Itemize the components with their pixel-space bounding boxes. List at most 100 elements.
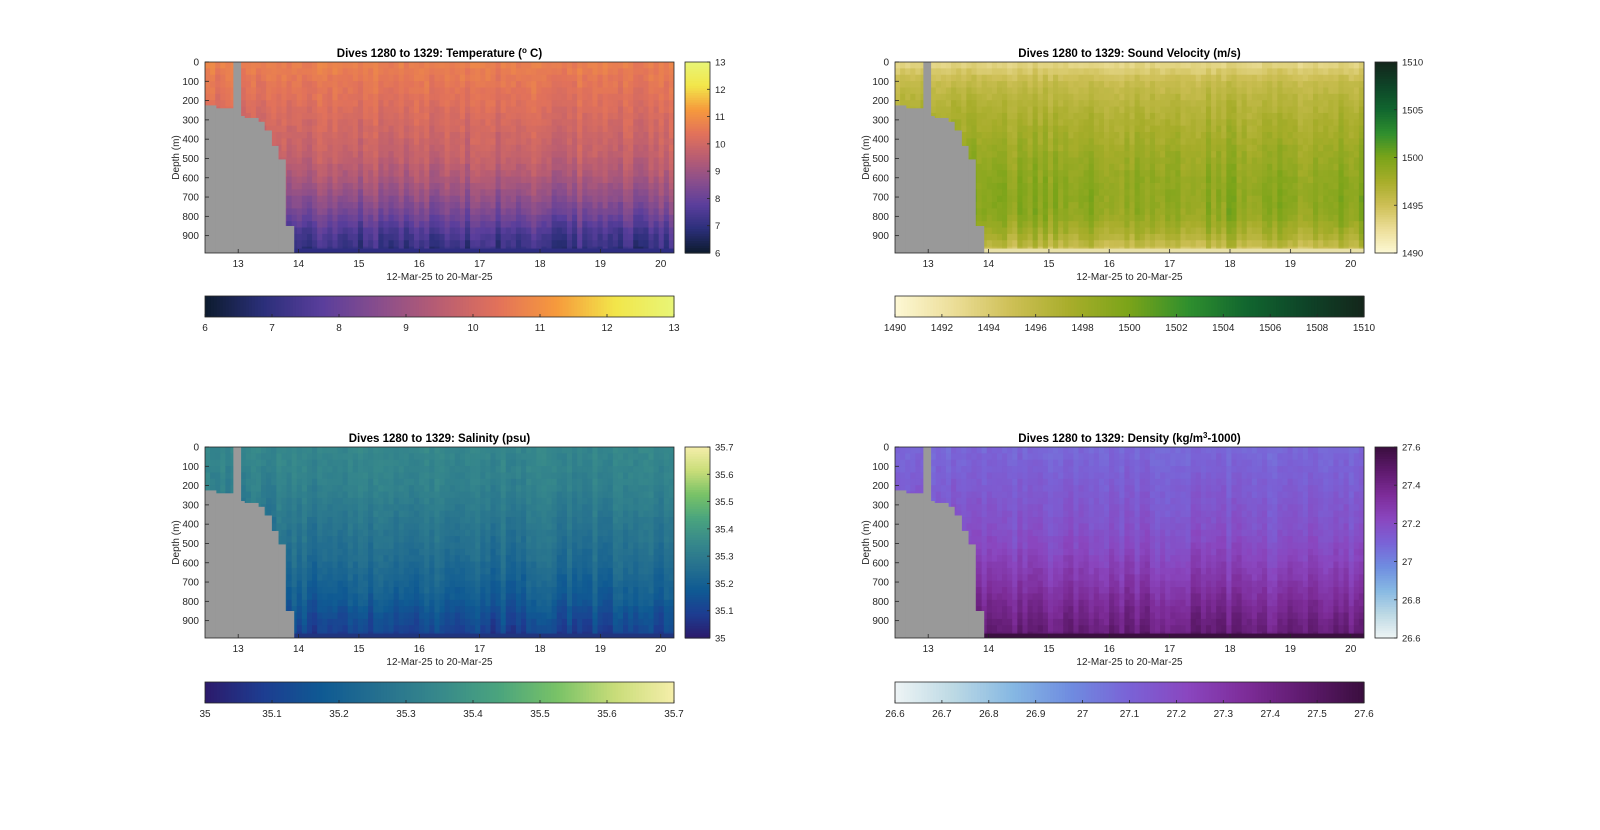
- chart-panel-1: 0 100 200 300 400 500 600 700 800 900 13 14 15 16 17 18…: [171, 46, 726, 335]
- x-tick-label: 15: [353, 259, 365, 270]
- chart-title-tail: C): [527, 48, 543, 60]
- y-tick-label: 0: [883, 443, 889, 454]
- hcolorbar-tick-label: 27: [1077, 709, 1089, 720]
- bottom-band: [983, 248, 1364, 253]
- y-tick-label: 300: [182, 500, 199, 511]
- horizontal-colorbar: 1490 1492 1494 1496 1498 1500 1502 1504 1506 1508…: [884, 295, 1376, 334]
- x-tick-label: 14: [293, 259, 305, 270]
- x-tick-label: 16: [1104, 644, 1116, 655]
- y-tick-label: 100: [182, 77, 199, 88]
- colorbar-tick-label: 1500: [1402, 153, 1423, 164]
- chart-title-text: Dives 1280 to 1329: Density (kg/m: [1018, 433, 1203, 445]
- chart-title-text: Dives 1280 to 1329: Temperature (: [337, 48, 522, 60]
- y-tick-label: 900: [182, 616, 199, 627]
- hcolorbar-tick-label: 27.2: [1167, 709, 1187, 720]
- y-tick-label: 400: [182, 135, 199, 146]
- colorbar-tick-label: 35.5: [715, 497, 734, 508]
- y-tick-label: 800: [872, 212, 889, 223]
- y-tick-label: 800: [182, 212, 199, 223]
- bathymetry-mask: [205, 447, 295, 638]
- bottom-band: [293, 633, 674, 638]
- y-tick-label: 200: [182, 96, 199, 107]
- y-tick-label: 0: [883, 58, 889, 69]
- hcolorbar-tick-label: 35.5: [530, 709, 550, 720]
- x-tick-label: 16: [414, 644, 426, 655]
- y-tick-label: 400: [872, 135, 889, 146]
- y-tick-label: 600: [182, 173, 199, 184]
- y-tick-label: 400: [182, 520, 199, 531]
- y-tick-label: 900: [872, 616, 889, 627]
- y-tick-label: 700: [182, 193, 199, 204]
- hcolorbar-tick-label: 27.6: [1354, 709, 1374, 720]
- bathymetry-mask: [205, 62, 295, 254]
- y-axis-label: Depth (m): [861, 135, 872, 179]
- x-tick-label: 19: [595, 644, 607, 655]
- y-tick-label: 100: [182, 462, 199, 473]
- x-tick-label: 17: [1164, 644, 1176, 655]
- y-axis-label: Depth (m): [171, 135, 182, 179]
- y-tick-label: 300: [872, 115, 889, 126]
- y-tick-label: 500: [182, 539, 199, 550]
- bottom-band: [293, 248, 674, 253]
- colorbar-tick-label: 35.7: [715, 443, 734, 454]
- hcolorbar-tick-label: 1502: [1165, 323, 1188, 334]
- y-tick-label: 0: [193, 58, 199, 69]
- hcolorbar-tick-label: 1496: [1025, 323, 1048, 334]
- bottom-band: [983, 633, 1364, 638]
- hcolorbar-tick-label: 35.3: [396, 709, 416, 720]
- colorbar-tick-label: 35.3: [715, 552, 734, 563]
- chart-title: Dives 1280 to 1329: Temperature (o C): [337, 46, 543, 61]
- y-tick-label: 100: [872, 77, 889, 88]
- colorbar-tick-label: 35.1: [715, 606, 734, 617]
- horizontal-colorbar: 26.6 26.7 26.8 26.9 27 27.1 27.2 27.3 27.4 27.5 27…: [885, 681, 1374, 720]
- hcolorbar-tick-label: 35: [199, 709, 211, 720]
- x-tick-label: 17: [474, 259, 486, 270]
- y-tick-label: 500: [182, 154, 199, 165]
- hcolorbar-tick-label: 10: [467, 323, 479, 334]
- y-tick-label: 600: [182, 558, 199, 569]
- colorbar-tick-label: 8: [715, 194, 720, 205]
- colorbar-tick-label: 26.8: [1402, 595, 1421, 606]
- y-tick-label: 300: [182, 115, 199, 126]
- chart-title-text: Dives 1280 to 1329: Sound Velocity (m/s): [1018, 48, 1241, 60]
- x-tick-label: 20: [1345, 259, 1357, 270]
- colorbar-tick-label: 1505: [1402, 105, 1423, 116]
- y-tick-label: 600: [872, 173, 889, 184]
- axes-frame: [204, 446, 675, 639]
- x-tick-label: 17: [474, 644, 486, 655]
- hcolorbar-tick-label: 35.1: [262, 709, 282, 720]
- colorbar-tick-label: 35.6: [715, 470, 734, 481]
- colorbar-tick-label: 11: [715, 112, 725, 123]
- y-tick-label: 100: [872, 462, 889, 473]
- colorbar-tick-label: 10: [715, 139, 726, 150]
- hcolorbar-tick-label: 1492: [931, 323, 954, 334]
- hcolorbar-tick-label: 35.4: [463, 709, 483, 720]
- x-tick-label: 18: [534, 644, 546, 655]
- x-axis-label: 12-Mar-25 to 20-Mar-25: [1076, 657, 1183, 668]
- chart-title-superscript: 3: [1203, 431, 1208, 440]
- hcolorbar-tick-label: 6: [202, 323, 208, 334]
- x-tick-label: 16: [414, 259, 426, 270]
- chart-title: Dives 1280 to 1329: Salinity (psu): [349, 433, 531, 445]
- hcolorbar-tick-label: 1508: [1306, 323, 1329, 334]
- hcolorbar-tick-label: 1490: [884, 323, 907, 334]
- x-tick-label: 20: [655, 644, 667, 655]
- x-tick-label: 18: [1224, 259, 1236, 270]
- y-tick-label: 500: [872, 539, 889, 550]
- hcolorbar-tick-label: 27.3: [1214, 709, 1234, 720]
- y-tick-label: 0: [193, 443, 199, 454]
- hcolorbar-tick-label: 1500: [1118, 323, 1141, 334]
- hcolorbar-tick-label: 1494: [978, 323, 1001, 334]
- chart-title-tail: -1000): [1207, 433, 1240, 445]
- x-tick-label: 19: [595, 259, 607, 270]
- hcolorbar-tick-label: 1504: [1212, 323, 1235, 334]
- axes-frame: [204, 61, 675, 254]
- y-tick-label: 900: [872, 231, 889, 242]
- x-tick-label: 20: [1345, 644, 1357, 655]
- x-tick-label: 13: [923, 644, 935, 655]
- hcolorbar-tick-label: 35.2: [329, 709, 349, 720]
- colorbar-tick-label: 12: [715, 85, 726, 96]
- colorbar-tick-label: 35: [715, 634, 726, 645]
- horizontal-colorbar-frame: [204, 681, 675, 704]
